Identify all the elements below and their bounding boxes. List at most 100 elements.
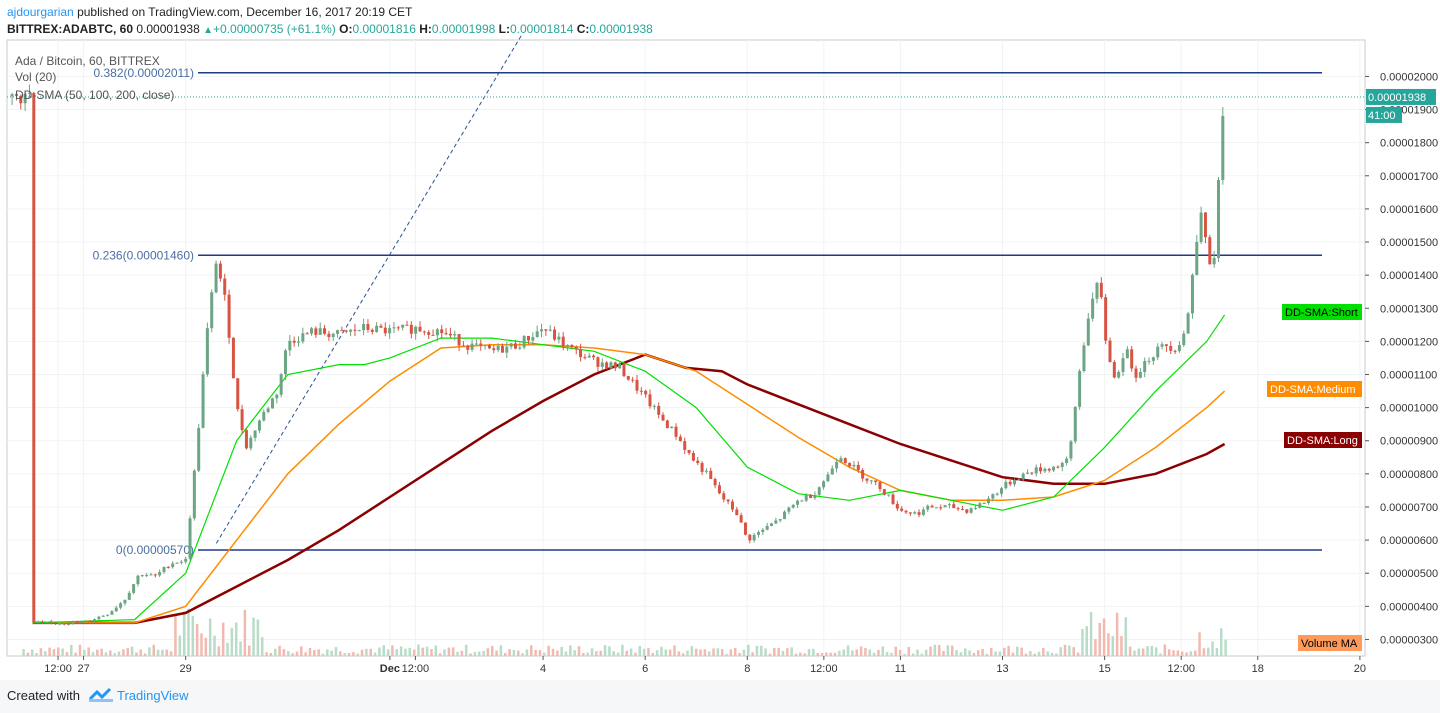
y-tick-label: 0.00000800 bbox=[1380, 469, 1438, 481]
candle-body bbox=[370, 329, 374, 332]
volume-bar bbox=[929, 646, 932, 656]
candle-body bbox=[162, 566, 166, 572]
volume-bar bbox=[924, 649, 928, 656]
volume-bar bbox=[673, 645, 676, 656]
volume-bar bbox=[1150, 645, 1154, 656]
volume-bar bbox=[169, 651, 173, 656]
candle-body bbox=[223, 278, 227, 295]
candle-body bbox=[783, 511, 787, 520]
x-tick-label: 12:00 bbox=[810, 663, 838, 675]
candle-body bbox=[1182, 333, 1186, 346]
volume-bar bbox=[890, 652, 893, 656]
candle-body bbox=[331, 333, 335, 338]
volume-bar bbox=[603, 645, 607, 656]
volume-bar bbox=[512, 650, 516, 656]
candle-body bbox=[1147, 360, 1151, 362]
volume-bar bbox=[135, 652, 138, 656]
candle-body bbox=[1047, 468, 1051, 471]
open-label: O: bbox=[339, 22, 353, 36]
volume-bar bbox=[868, 649, 872, 656]
volume-bar bbox=[877, 649, 880, 656]
candle-body bbox=[1160, 344, 1164, 347]
volume-bar bbox=[1063, 644, 1067, 656]
x-tick-label: 12:00 bbox=[1167, 663, 1195, 675]
candle-body bbox=[54, 622, 57, 624]
svg-text:DD-SMA:Short: DD-SMA:Short bbox=[1285, 307, 1358, 319]
volume-bar bbox=[1206, 647, 1210, 656]
candle-body bbox=[1177, 345, 1181, 352]
volume-bar bbox=[395, 649, 399, 656]
candle-body bbox=[1164, 344, 1168, 346]
created-with-label: Created with bbox=[7, 688, 80, 703]
volume-bar bbox=[434, 645, 438, 656]
volume-bar bbox=[347, 653, 351, 656]
candle-body bbox=[739, 515, 743, 523]
candle-body bbox=[383, 327, 387, 334]
y-tick-label: 0.00000700 bbox=[1380, 502, 1438, 514]
volume-bar bbox=[109, 650, 112, 656]
candle-body bbox=[960, 508, 964, 510]
publish-info: published on TradingView.com, December 1… bbox=[77, 5, 413, 19]
volume-bar bbox=[1124, 617, 1128, 656]
volume-bar bbox=[968, 650, 971, 656]
volume-bar bbox=[317, 649, 320, 656]
volume-bar bbox=[1146, 646, 1149, 656]
candle-body bbox=[1117, 371, 1121, 378]
price-chart[interactable]: 0.000020000.000019000.000018000.00001700… bbox=[0, 0, 1440, 680]
candle-body bbox=[418, 326, 422, 332]
fib-level-label: 0.236(0.00001460) bbox=[93, 248, 194, 262]
candle-body bbox=[19, 95, 23, 104]
x-tick-label: 29 bbox=[180, 663, 192, 675]
candle-body bbox=[891, 494, 895, 504]
candle-body bbox=[717, 485, 721, 494]
candle-body bbox=[301, 333, 305, 342]
legend-volume: Vol (20) bbox=[15, 70, 57, 84]
volume-bar bbox=[313, 649, 316, 656]
candle-body bbox=[626, 376, 630, 380]
tradingview-logo-icon bbox=[88, 687, 113, 702]
candle-body bbox=[84, 621, 88, 623]
volume-bar bbox=[239, 641, 242, 656]
volume-bar bbox=[165, 649, 169, 656]
candle-body bbox=[197, 427, 201, 471]
candle-body bbox=[179, 561, 183, 563]
candle-body bbox=[778, 519, 782, 521]
candle-body bbox=[609, 362, 613, 369]
candle-body bbox=[36, 621, 40, 623]
volume-bar bbox=[773, 647, 776, 656]
y-tick-label: 0.00001600 bbox=[1380, 204, 1438, 216]
volume-bar bbox=[1020, 647, 1023, 656]
candle-body bbox=[40, 621, 44, 623]
trend-line bbox=[215, 33, 524, 544]
candle-body bbox=[166, 566, 170, 568]
chart-header: ajdourgarian published on TradingView.co… bbox=[0, 0, 1440, 40]
author-link[interactable]: ajdourgarian bbox=[7, 5, 74, 19]
volume-bar bbox=[760, 645, 763, 656]
volume-bar bbox=[477, 651, 481, 656]
volume-bar bbox=[612, 651, 615, 656]
volume-bar bbox=[560, 646, 563, 656]
volume-bar bbox=[35, 653, 38, 656]
candle-body bbox=[205, 328, 209, 375]
candle-body bbox=[388, 328, 392, 334]
volume-bar bbox=[963, 648, 967, 656]
candle-body bbox=[522, 335, 526, 348]
volume-bar bbox=[1037, 651, 1041, 656]
candle-body bbox=[375, 325, 379, 332]
volume-bar bbox=[1115, 612, 1119, 656]
candle-body bbox=[236, 378, 240, 410]
volume-bar bbox=[1159, 653, 1162, 656]
candle-body bbox=[635, 379, 639, 391]
candle-body bbox=[570, 344, 574, 348]
candle-body bbox=[887, 494, 891, 496]
volume-bar bbox=[1007, 645, 1010, 656]
candle-body bbox=[1112, 362, 1116, 378]
volume-bar bbox=[260, 637, 264, 656]
y-tick-label: 0.00000400 bbox=[1380, 601, 1438, 613]
volume-bar bbox=[295, 651, 299, 656]
volume-bar bbox=[716, 648, 720, 656]
tradingview-link[interactable]: TradingView bbox=[117, 688, 189, 703]
volume-bar bbox=[378, 647, 381, 656]
y-tick-label: 0.00000900 bbox=[1380, 436, 1438, 448]
volume-bar bbox=[1102, 618, 1106, 656]
